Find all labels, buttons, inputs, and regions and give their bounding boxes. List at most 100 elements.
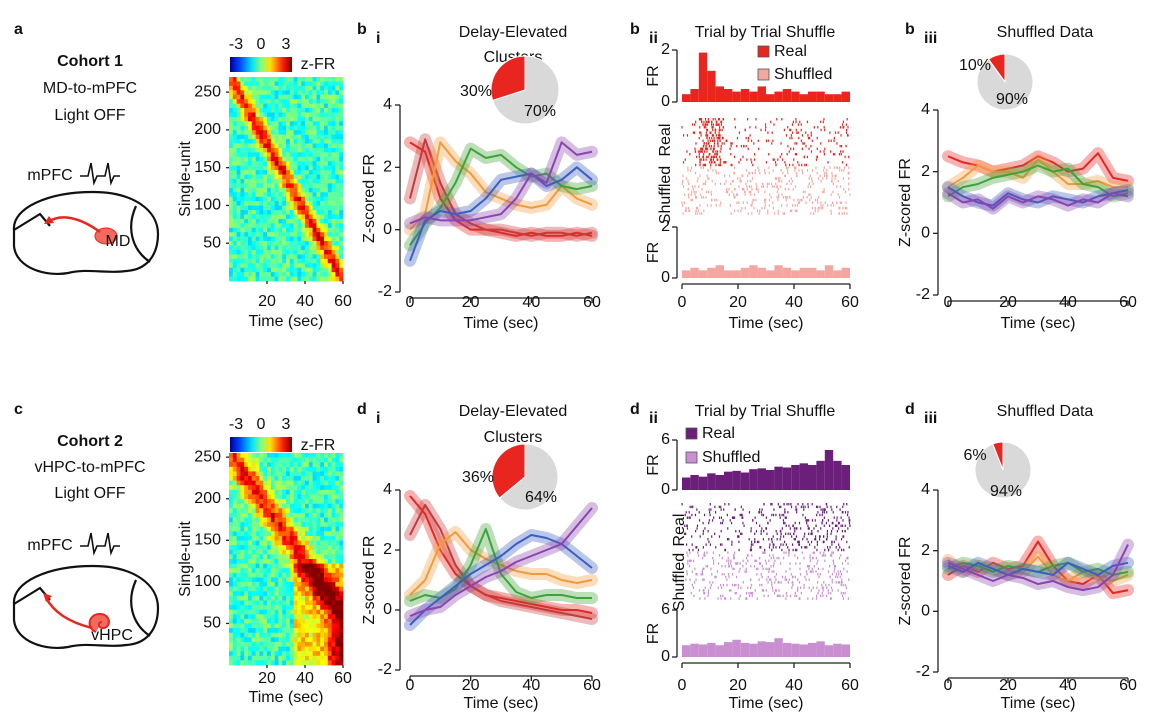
heatmap-cell (339, 232, 343, 237)
heatmap-cell (332, 518, 336, 523)
heatmap-cell (282, 232, 286, 237)
heatmap-cell (305, 188, 309, 193)
heatmap-cell (263, 554, 267, 559)
heatmap-cell (256, 536, 260, 541)
heatmap-cell (282, 81, 286, 86)
heatmap-cell (335, 587, 339, 592)
heatmap-cell (305, 166, 309, 171)
heatmap-cell (328, 564, 332, 569)
heatmap-cell (332, 188, 336, 193)
heatmap-cell (316, 139, 320, 144)
heatmap-cell (240, 170, 244, 175)
heatmap-cell (339, 117, 343, 122)
heatmap-cell (267, 522, 271, 527)
heatmap-cell (252, 508, 256, 513)
heatmap-cell (316, 90, 320, 95)
heatmap-cell (286, 494, 290, 499)
heatmap-cell (278, 647, 282, 652)
histogram-bar (766, 270, 774, 278)
heatmap-cell (278, 135, 282, 140)
heatmap-cell (263, 610, 267, 615)
heatmap-cell (320, 614, 324, 619)
heatmap-cell (229, 600, 233, 605)
heatmap-cell (339, 77, 343, 82)
heatmap-cell (282, 573, 286, 578)
heatmap-cell (305, 139, 309, 144)
heatmap-cell (335, 476, 339, 481)
heatmap-cell (320, 268, 324, 273)
heatmap-cell (233, 531, 237, 536)
heatmap-cell (290, 600, 294, 605)
heatmap-cell (335, 170, 339, 175)
heatmap-cell (309, 139, 313, 144)
heatmap-cell (237, 219, 241, 224)
heatmap-cell (282, 591, 286, 596)
heatmap-cell (240, 232, 244, 237)
heatmap-cell (332, 642, 336, 647)
heatmap-cell (275, 591, 279, 596)
colorbar-tick-label: 3 (282, 416, 291, 433)
heatmap-cell (328, 504, 332, 509)
heatmap-cell (229, 197, 233, 202)
heatmap-cell (271, 210, 275, 215)
heatmap-cell (248, 518, 252, 523)
histogram-bar (816, 461, 824, 490)
heatmap-cell (259, 522, 263, 527)
heatmap-cell (267, 490, 271, 495)
heatmap-cell (339, 550, 343, 555)
heatmap-cell (256, 135, 260, 140)
heatmap-cell (316, 161, 320, 166)
heatmap-cell (267, 254, 271, 259)
heatmap-cell (233, 614, 237, 619)
heatmap-cell (240, 647, 244, 652)
heatmap-cell (233, 458, 237, 463)
heatmap-cell (267, 531, 271, 536)
heatmap-cell (282, 126, 286, 131)
heatmap-cell (309, 610, 313, 615)
heatmap-cell (309, 633, 313, 638)
heatmap-cell (278, 600, 282, 605)
heatmap-cell (316, 536, 320, 541)
heatmap-cell (305, 277, 309, 282)
heatmap-cell (278, 99, 282, 104)
heatmap-cell (290, 246, 294, 251)
heatmap-cell (282, 467, 286, 472)
heatmap-cell (275, 582, 279, 587)
heatmap-cell (248, 550, 252, 555)
heatmap-cell (328, 175, 332, 180)
heatmap-cell (290, 223, 294, 228)
heatmap-cell (229, 126, 233, 131)
heatmap-cell (248, 117, 252, 122)
histogram-bar (808, 92, 816, 102)
heatmap-cell (309, 250, 313, 255)
heatmap-cell (267, 462, 271, 467)
heatmap-cell (233, 591, 237, 596)
heatmap-cell (324, 210, 328, 215)
heatmap-cell (271, 554, 275, 559)
heatmap-cell (240, 148, 244, 153)
heatmap-cell (339, 522, 343, 527)
heatmap-cell (275, 272, 279, 277)
heatmap-cell (309, 130, 313, 135)
heatmap-cell (256, 263, 260, 268)
heatmap-cell (229, 481, 233, 486)
heatmap-cell (297, 527, 301, 532)
heatmap-cell (324, 522, 328, 527)
heatmap-cell (248, 237, 252, 242)
heatmap-cell (324, 591, 328, 596)
heatmap-cell (290, 564, 294, 569)
heatmap-cell (313, 139, 317, 144)
heatmap-cell (339, 179, 343, 184)
heatmap-cell (233, 170, 237, 175)
heatmap-cell (263, 161, 267, 166)
heatmap-cell (297, 108, 301, 113)
heatmap-cell (248, 104, 252, 109)
heatmap-cell (309, 179, 313, 184)
heatmap-cell (278, 642, 282, 647)
heatmap-cell (259, 170, 263, 175)
heatmap-cell (290, 541, 294, 546)
heatmap-cell (313, 277, 317, 282)
panel-sublabel: ii (649, 410, 658, 427)
heatmap-cell (282, 188, 286, 193)
heatmap-cell (233, 86, 237, 91)
